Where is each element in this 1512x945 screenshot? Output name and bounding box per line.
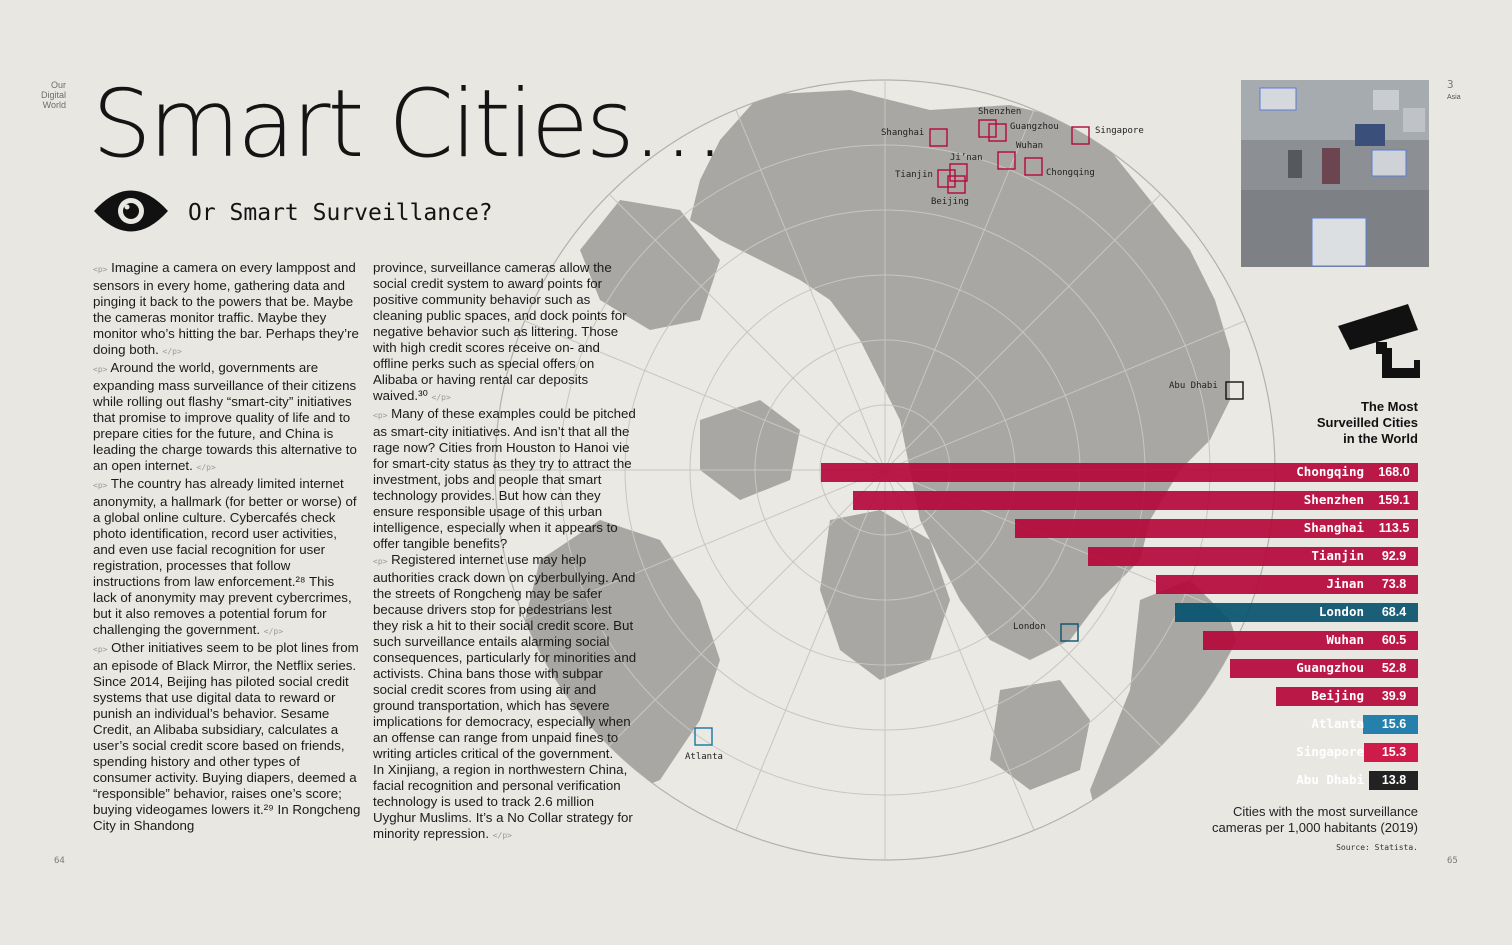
paragraph: <p> Around the world, governments are ex… (93, 360, 361, 476)
text-column-left: <p> Imagine a camera on every lamppost a… (93, 260, 361, 834)
close-tag-mark: </p> (162, 347, 182, 356)
close-tag-mark: </p> (492, 831, 512, 840)
paragraph-text: The country has already limited internet… (93, 476, 357, 637)
map-label-guangzhou: Guangzhou (1010, 122, 1059, 132)
map-label-jinan: Ji’nan (950, 153, 983, 163)
chart-caption-line: Cities with the most surveillance (1233, 804, 1418, 819)
chapter-name: Asia (1447, 94, 1461, 101)
marker-atlanta (694, 727, 713, 746)
paragraph-text: province, surveillance cameras allow the… (373, 260, 627, 403)
marker-tianjin (937, 169, 956, 188)
chart-title-line: in the World (1343, 431, 1418, 446)
open-tag-mark: <p> (93, 645, 108, 654)
marker-jinan (949, 163, 968, 182)
paragraph-text: Many of these examples could be pitched … (373, 406, 636, 551)
paragraph-text: In Xinjiang, a region in northwestern Ch… (373, 762, 633, 841)
map-label-atlanta: Atlanta (685, 752, 723, 762)
page-title: Smart Cities… (92, 70, 726, 179)
section-label-line: World (42, 100, 66, 110)
chart-title: The Most Surveilled Cities in the World (1317, 399, 1418, 447)
paragraph: In Xinjiang, a region in northwestern Ch… (373, 762, 637, 844)
section-label-line: Our (50, 80, 66, 90)
chapter-number: 3 (1447, 78, 1454, 91)
paragraph: <p> Imagine a camera on every lamppost a… (93, 260, 361, 360)
chart-source: Source: Statista. (1336, 843, 1418, 852)
paragraph-text: Around the world, governments are expand… (93, 360, 357, 473)
paragraph-text: Imagine a camera on every lamppost and s… (93, 260, 359, 357)
surveillance-photo (1241, 80, 1429, 267)
page-number-right: 65 (1447, 856, 1458, 866)
paragraph-text: Other initiatives seem to be plot lines … (93, 640, 361, 833)
open-tag-mark: <p> (93, 265, 108, 274)
map-label-abu-dhabi: Abu Dhabi (1169, 381, 1218, 391)
open-tag-mark: <p> (373, 411, 388, 420)
close-tag-mark: </p> (263, 627, 284, 636)
map-label-chongqing: Chongqing (1046, 168, 1095, 178)
paragraph-text: Registered internet use may help authori… (373, 552, 637, 761)
paragraph: <p> Many of these examples could be pitc… (373, 406, 637, 552)
map-label-shenzhen: Shenzhen (978, 107, 1022, 117)
marker-chongqing (1024, 157, 1043, 176)
paragraph: province, surveillance cameras allow the… (373, 260, 637, 406)
marker-beijing (947, 175, 966, 194)
chart-title-line: Surveilled Cities (1316, 415, 1418, 430)
marker-london (1060, 623, 1079, 642)
section-label-line: Digital (40, 90, 66, 100)
close-tag-mark: </p> (196, 463, 216, 472)
section-label: Our Digital World (22, 80, 66, 110)
page-number-left: 64 (54, 856, 65, 866)
map-label-tianjin: Tianjin (895, 170, 933, 180)
open-tag-mark: <p> (93, 481, 108, 490)
page-subtitle: Or Smart Surveillance? (188, 200, 493, 226)
marker-singapore (1071, 126, 1090, 145)
map-label-beijing: Beijing (931, 197, 969, 207)
open-tag-mark: <p> (373, 557, 388, 566)
chart-title-line: The Most (1360, 399, 1418, 414)
marker-shenzhen (978, 119, 997, 138)
eye-icon (94, 190, 168, 232)
marker-shanghai (929, 128, 948, 147)
marker-guangzhou (988, 123, 1007, 142)
marker-abu-dhabi (1225, 381, 1244, 400)
map-label-shanghai: Shanghai (881, 128, 925, 138)
map-label-wuhan: Wuhan (1016, 141, 1044, 151)
paragraph: <p> The country has already limited inte… (93, 476, 361, 640)
close-tag-mark: </p> (431, 393, 451, 402)
paragraph: <p> Registered internet use may help aut… (373, 552, 637, 762)
chart-caption: Cities with the most surveillance camera… (1212, 804, 1418, 836)
chart-caption-line: cameras per 1,000 habitants (2019) (1212, 820, 1418, 835)
cctv-camera-icon (1338, 304, 1420, 378)
paragraph: <p> Other initiatives seem to be plot li… (93, 640, 361, 834)
text-column-right: province, surveillance cameras allow the… (373, 260, 637, 844)
open-tag-mark: <p> (93, 365, 108, 374)
map-label-singapore: Singapore (1095, 126, 1144, 136)
map-label-london: London (1013, 622, 1046, 632)
city-markers (694, 119, 1244, 746)
marker-wuhan (997, 151, 1016, 170)
